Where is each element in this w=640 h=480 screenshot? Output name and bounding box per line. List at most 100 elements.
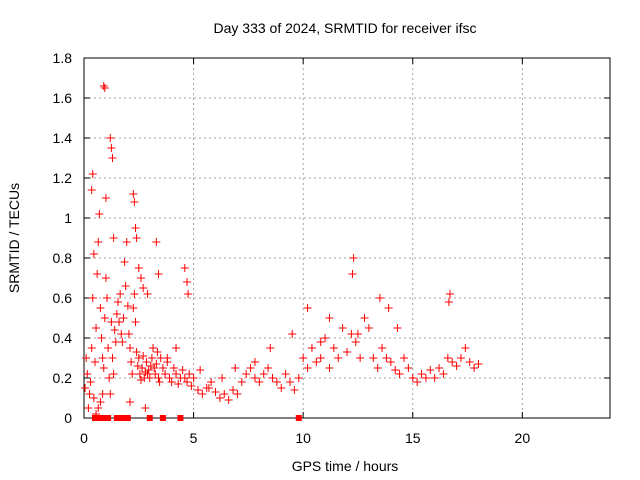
data-point (233, 390, 242, 398)
data-point (163, 358, 172, 366)
data-point (145, 374, 154, 382)
data-point (104, 344, 113, 352)
data-point (364, 324, 373, 332)
data-point (130, 290, 139, 298)
data-point (215, 394, 224, 402)
data-point (92, 324, 101, 332)
data-point (81, 384, 90, 392)
data-point (109, 370, 118, 378)
data-point (87, 344, 96, 352)
data-point (443, 354, 452, 362)
data-point (128, 370, 137, 378)
data-point (87, 186, 96, 194)
data-point (86, 378, 95, 386)
data-point (373, 364, 382, 372)
data-point (426, 366, 435, 374)
data-point (131, 224, 140, 232)
data-point (94, 404, 103, 412)
data-point (123, 302, 132, 310)
data-point (109, 234, 118, 242)
data-point (101, 274, 110, 282)
data-point (121, 282, 130, 290)
data-point (183, 278, 192, 286)
data-point (89, 394, 98, 402)
data-point (90, 358, 99, 366)
data-point (461, 344, 470, 352)
data-point (185, 370, 194, 378)
data-point (136, 376, 145, 384)
data-point (119, 314, 128, 322)
data-point (132, 234, 141, 242)
data-point (272, 378, 281, 386)
data-point (224, 396, 233, 404)
data-point (177, 415, 184, 421)
data-point (95, 210, 104, 218)
data-point (118, 338, 127, 346)
data-point (161, 370, 170, 378)
data-point (82, 354, 91, 362)
data-point (395, 370, 404, 378)
data-point (116, 290, 125, 298)
data-point (155, 378, 164, 386)
data-point (103, 294, 112, 302)
data-point (169, 364, 178, 372)
data-point (348, 270, 357, 278)
data-point (147, 354, 156, 362)
data-point (115, 318, 124, 326)
y-tick-label: 1.8 (53, 50, 73, 66)
chart-title: Day 333 of 2024, SRMTID for receiver ifs… (214, 20, 477, 36)
data-point (255, 378, 264, 386)
data-point (112, 310, 121, 318)
data-point (349, 254, 358, 262)
data-point (117, 330, 126, 338)
data-point (399, 354, 408, 362)
data-point (159, 415, 166, 421)
x-tick-label: 15 (405, 430, 421, 446)
x-tick-label: 20 (515, 430, 531, 446)
data-point (107, 144, 116, 152)
data-point (134, 354, 143, 362)
data-point (108, 354, 117, 362)
data-point (120, 258, 129, 266)
data-point (167, 378, 176, 386)
data-point (180, 264, 189, 272)
data-point (393, 324, 402, 332)
data-point (154, 374, 163, 382)
data-point (382, 354, 391, 362)
data-point (334, 354, 343, 362)
data-point (174, 380, 183, 388)
data-point (325, 314, 334, 322)
data-point (96, 304, 105, 312)
data-point (106, 134, 115, 142)
data-point (207, 378, 216, 386)
data-point (351, 338, 360, 346)
data-point (149, 344, 158, 352)
data-point (122, 238, 131, 246)
data-point (141, 404, 150, 412)
data-point (288, 330, 297, 338)
data-point (220, 390, 229, 398)
data-point (135, 370, 144, 378)
data-point (89, 250, 98, 258)
data-point (193, 386, 202, 394)
data-point (83, 370, 92, 378)
x-tick-label: 0 (80, 430, 88, 446)
data-point (100, 314, 109, 322)
data-point (266, 344, 275, 352)
data-point (474, 360, 483, 368)
data-point (142, 358, 151, 366)
data-point (421, 374, 430, 382)
data-point (316, 338, 325, 346)
data-point (295, 415, 302, 421)
data-point (94, 238, 103, 246)
data-point (184, 290, 193, 298)
data-point (131, 318, 140, 326)
data-point (133, 362, 142, 370)
data-point (98, 415, 105, 421)
data-point (281, 370, 290, 378)
axis-ticks (83, 57, 610, 419)
data-point (294, 374, 303, 382)
data-point (127, 358, 136, 366)
data-point (204, 384, 213, 392)
data-point (246, 364, 255, 372)
